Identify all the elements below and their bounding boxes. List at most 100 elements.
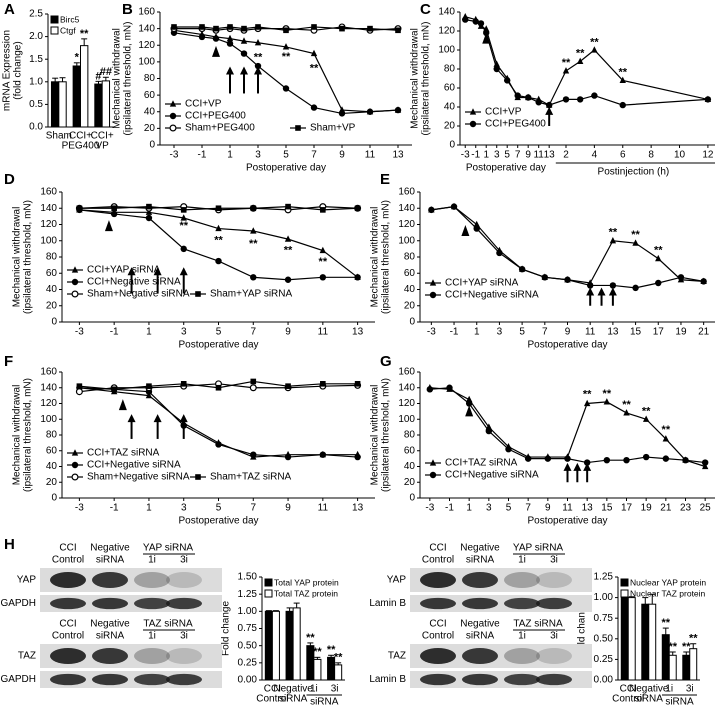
x-tick-label: siRNA [279,694,308,705]
significance: ** [622,399,631,411]
point [619,101,626,109]
y-tick-label: 20 [144,123,156,134]
point [524,455,532,462]
point [338,110,346,117]
y-tick-label: 140 [398,203,415,214]
point [586,282,594,289]
point [169,112,177,120]
point [76,383,83,389]
legend-label: CCI+TAZ siRNA [445,458,518,469]
legend-label: CCI+Negative siRNA [87,460,181,471]
point [284,453,292,461]
x-tick-label: 7 [525,503,531,514]
point [249,384,257,392]
x-tick-label: 21 [698,327,710,338]
x-axis-label: Postoperative day [527,340,607,351]
x-axis-label: Postoperative day [178,516,258,527]
significance: ** [618,67,627,79]
x-tick-label: 9 [525,150,531,161]
arrow-head [153,267,162,276]
blot-band [50,648,86,664]
point [677,274,685,281]
x-tick-label: 1i [665,684,673,695]
blot-band [420,648,456,664]
y-tick-label: 0 [51,493,57,504]
y-axis-label: (ipsilateral threshold, mN) [123,22,134,136]
y-tick-label: 40 [144,106,156,117]
y-tick-label: 160 [398,367,415,378]
point [591,92,598,99]
point [319,246,327,254]
lane-label: siRNA [466,631,495,642]
point [215,224,222,232]
blot-band [50,597,86,610]
legend-label: CCI+PEG400 [185,111,246,122]
x-tick-label: 3 [486,503,492,514]
point [662,435,670,442]
arrow-head [597,287,606,296]
point [285,203,291,210]
point [227,24,233,30]
blot-band [50,572,86,588]
bar [668,654,677,681]
significance: ** [662,424,671,436]
point [446,384,453,391]
y-tick-label: 2.5 [29,9,43,20]
legend-swatch [264,589,273,598]
x-tick-label: 11 [585,327,596,338]
lane-label: 1i [148,631,156,642]
bar [641,603,650,681]
arrow-head [153,414,162,423]
point [564,455,571,462]
legend-label: Ctgf [60,25,76,35]
point [473,220,480,228]
legend-label: CCI+TAZ siRNA [87,448,160,459]
point [465,395,473,403]
y-tick-label: 0.25 [238,657,258,668]
significance: ** [562,57,571,69]
point [394,106,402,114]
point [198,33,206,41]
x-tick-label: Control [256,694,288,705]
y-tick-label: 20 [404,300,416,311]
arrow-head [127,414,136,423]
x-tick-label: 19 [641,503,653,514]
arrow-head [179,414,188,423]
lane-label: Negative [460,619,500,630]
panel-label: C [420,1,431,18]
point [213,25,219,32]
y-tick-label: 80 [46,430,58,441]
legend-label: Total TAZ protein [274,588,338,598]
lane-label: 3i [550,555,558,566]
lane-label: CCI [429,619,446,630]
significance: ** [668,641,677,653]
y-tick-label: 0 [449,140,455,151]
lane-label: Negative [460,543,500,554]
injection-marker [118,399,127,411]
y-axis-label: Fold change [577,601,588,656]
legend-label: CCI+Negative siRNA [445,290,539,301]
point [462,16,469,23]
x-tick-label: 11 [365,150,376,161]
y-axis-label: Mechanical withdrawal [370,385,381,486]
x-tick-label: 1 [466,503,472,514]
point [591,46,598,53]
point [603,457,611,464]
significance: ** [654,244,663,256]
point [241,25,247,32]
blot-band [420,673,456,686]
injection-marker [104,220,113,232]
point [428,206,435,214]
point [71,449,79,456]
legend-label: CCI+VP [185,99,222,110]
x-tick-label: 17 [621,503,633,514]
point [469,120,477,128]
legend-label: CCI+Negative siRNA [445,470,539,481]
x-tick-label: 9 [285,327,291,338]
arrow-head [179,267,188,276]
blot-band [462,673,498,686]
y-axis-label: Fold change [221,601,232,656]
point [562,67,570,74]
x-tick-label: 9 [565,327,571,338]
point [662,455,670,462]
